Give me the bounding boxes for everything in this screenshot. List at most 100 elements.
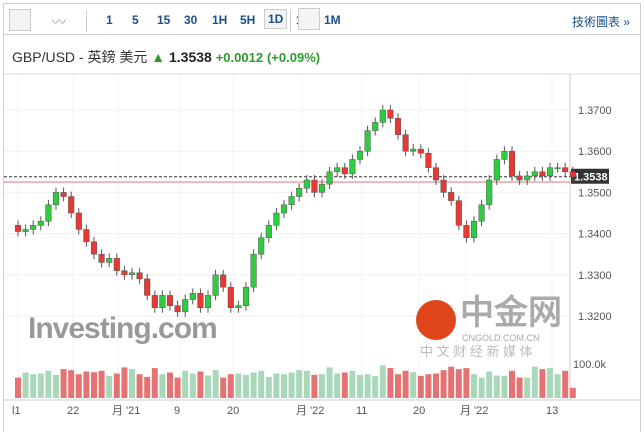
volume-bar [319, 374, 325, 398]
candle-body [562, 167, 569, 173]
candle [75, 208, 82, 235]
volume-axis-label: 100.0k [573, 359, 607, 371]
candle [372, 117, 379, 136]
candle-body [463, 225, 470, 238]
candle-body [508, 150, 516, 177]
candle [546, 162, 554, 181]
time-tick-label: 9 [174, 405, 180, 417]
volume-bar [463, 368, 470, 398]
time-tick-label: 22 [67, 405, 79, 417]
candle-body [546, 167, 554, 177]
candle [303, 175, 310, 194]
candle [106, 253, 113, 268]
volume-bar [45, 370, 52, 398]
candle-body [448, 192, 455, 201]
candle-body [273, 212, 280, 226]
candle [402, 129, 409, 157]
volume-bar [22, 372, 29, 398]
interval-1H[interactable]: 1H [212, 13, 228, 27]
volume-bar [402, 370, 409, 398]
candle [151, 290, 158, 313]
candle-body [166, 295, 174, 306]
candle [508, 146, 516, 181]
candle-body [250, 253, 257, 288]
candle [189, 288, 196, 305]
candle-body [410, 148, 417, 152]
candle-body [394, 117, 402, 135]
line-chart-icon[interactable]: 〰 [52, 14, 66, 30]
layout-icon[interactable] [298, 8, 320, 30]
candle [296, 183, 303, 202]
price-tick-label: 1.3400 [578, 229, 612, 241]
candle [364, 125, 371, 157]
volume-bar [129, 369, 135, 398]
volume-bar [30, 374, 37, 398]
volume-bar [98, 370, 105, 398]
candle-body [220, 274, 227, 288]
chart-frame [3, 3, 641, 432]
volume-bar [227, 374, 234, 398]
volume-bar [539, 369, 546, 398]
volume-bar [501, 375, 508, 398]
candle [569, 166, 576, 182]
candle [478, 199, 485, 227]
volume-bar [410, 372, 417, 398]
candle-body [174, 305, 181, 313]
candle [45, 199, 52, 227]
candle-body [144, 278, 151, 296]
candle-body [265, 225, 272, 238]
candle [463, 220, 470, 243]
candle [501, 146, 508, 165]
interval-5[interactable]: 5 [132, 13, 139, 27]
candle [273, 208, 280, 231]
interval-1M[interactable]: 1M [324, 13, 341, 27]
candle-body [235, 305, 242, 309]
candle [562, 162, 569, 177]
quote-header: GBP/USD - 英鎊 美元 ▲ 1.3538 +0.0012 (+0.09%… [12, 47, 320, 67]
candle-body [113, 258, 120, 271]
technical-chart-link[interactable]: 技術圖表 » [572, 15, 631, 29]
candle [516, 170, 523, 185]
volume-bar [182, 370, 189, 398]
candle [531, 166, 538, 181]
volume-bar [265, 376, 272, 398]
candle-body [60, 192, 67, 197]
volume-bar [478, 377, 485, 398]
interval-5H[interactable]: 5H [240, 13, 256, 27]
candle [258, 232, 265, 260]
time-tick-label: 月 '22 [460, 405, 488, 417]
volume-bar [220, 377, 227, 398]
volume-bar [197, 371, 204, 398]
volume-bar [106, 375, 113, 398]
candle-body [417, 148, 424, 154]
volume-bar [569, 387, 576, 398]
volume-bar [288, 372, 295, 398]
volume-bar [258, 370, 265, 398]
candle-body [334, 167, 341, 173]
candle-body [432, 167, 440, 181]
candle-body [303, 179, 310, 189]
volume-bar [440, 370, 447, 398]
time-tick-label: 20 [413, 405, 425, 417]
candle [30, 220, 37, 235]
volume-bar [159, 374, 166, 398]
interval-30[interactable]: 30 [184, 13, 198, 27]
interval-15[interactable]: 15 [157, 13, 171, 27]
candle-body [128, 272, 136, 276]
volume-bar [387, 368, 394, 398]
candle [144, 273, 151, 301]
interval-1D[interactable]: 1D [264, 9, 288, 29]
candle-body [455, 200, 462, 226]
volume-bar [296, 370, 303, 398]
candlestick-chart-icon[interactable] [9, 9, 31, 31]
candle [356, 146, 364, 165]
candle [486, 175, 493, 210]
interval-1[interactable]: 1 [106, 13, 113, 27]
candle-body [83, 229, 90, 243]
candle-body [197, 293, 204, 309]
candle-body [311, 179, 318, 193]
candle [493, 154, 500, 185]
candle [204, 290, 212, 313]
candle-body [326, 171, 333, 185]
